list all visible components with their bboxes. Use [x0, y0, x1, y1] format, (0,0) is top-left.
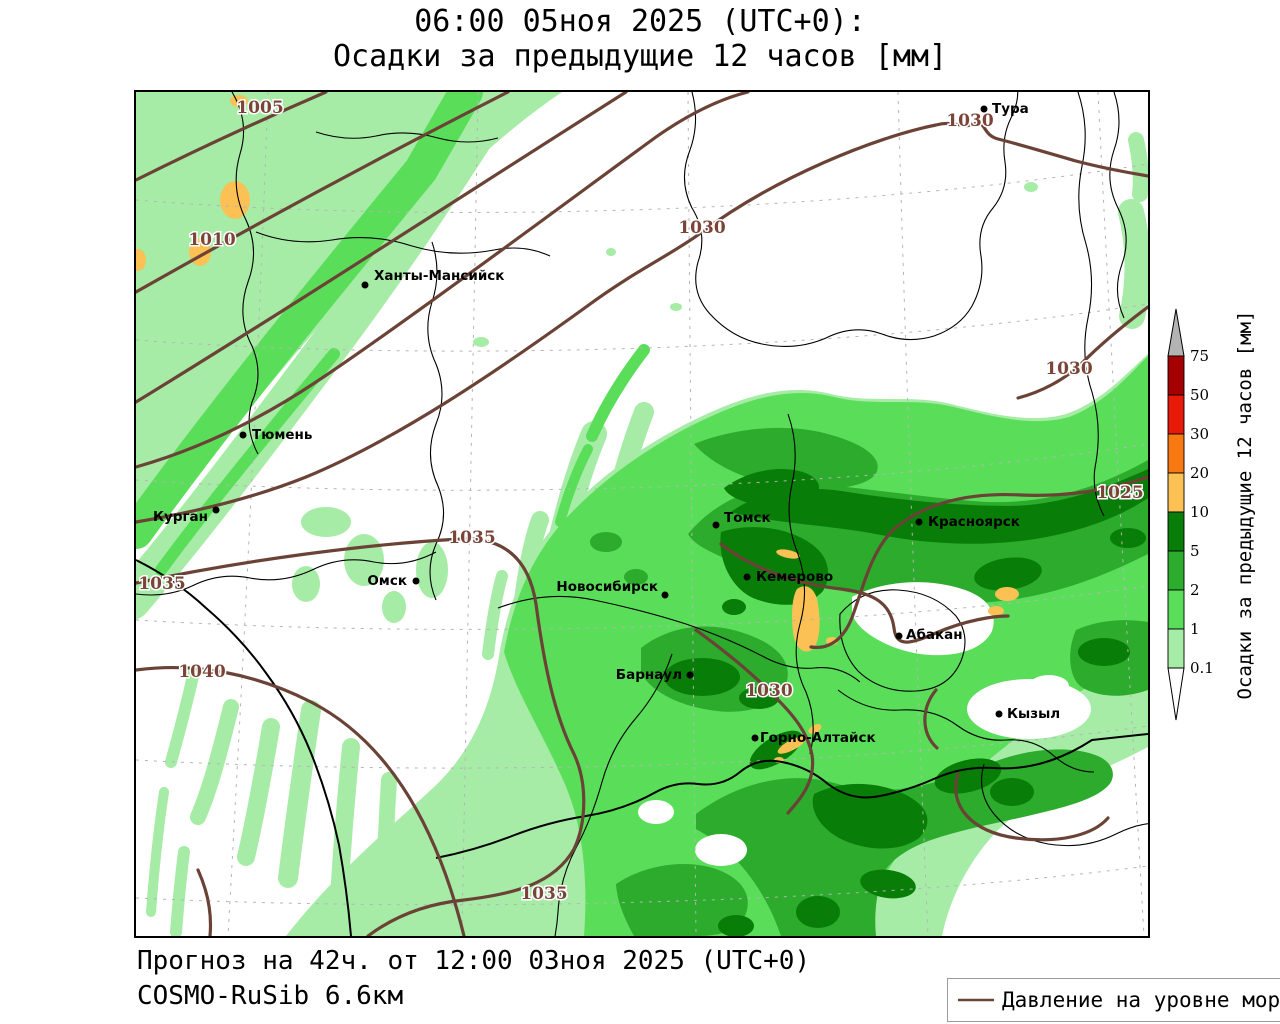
colorbar-segment	[1167, 394, 1185, 435]
city-label: Тура	[992, 101, 1029, 117]
map-canvas: 1005 1010 1030 1030 1030 1025 1035 1035 1040 1030…	[136, 92, 1148, 936]
pressure-legend-box: Давление на уровне моря	[947, 978, 1280, 1022]
city-dot	[915, 518, 923, 526]
colorbar-title: Осадки за предыдущие 12 часов [мм]	[1234, 310, 1256, 700]
colorbar-tick-label: 5	[1190, 542, 1200, 560]
colorbar-segment	[1167, 472, 1185, 513]
map-title: 06:00 05ноя 2025 (UTC+0): Осадки за пред…	[0, 4, 1280, 74]
pressure-legend-label: Давление на уровне моря	[1002, 988, 1280, 1012]
isobar-lines	[136, 92, 1148, 936]
isobar-value-label: 1040	[178, 662, 225, 682]
city-label: Абакан	[906, 627, 963, 643]
city-label: Омск	[367, 573, 407, 589]
forecast-map: 1005 1010 1030 1030 1030 1025 1035 1035 1040 1030…	[134, 90, 1150, 938]
forecast-info: Прогноз на 42ч. от 12:00 03ноя 2025 (UTC…	[137, 946, 811, 976]
colorbar-tick-label: 1	[1190, 620, 1200, 638]
colorbar-tick-label: 75	[1190, 347, 1209, 365]
city-dot	[980, 105, 988, 113]
map-title-datetime: 06:00 05ноя 2025 (UTC+0):	[414, 4, 866, 39]
city-label: Барнаул	[616, 667, 682, 683]
colorbar-tick-label: 50	[1190, 386, 1209, 404]
city-dot	[212, 506, 220, 514]
colorbar-segment	[1167, 628, 1185, 669]
colorbar-overflow-arrow	[1167, 308, 1185, 357]
colorbar-segment	[1167, 355, 1185, 396]
isobar-value-label: 1030	[946, 111, 993, 131]
city-dot	[995, 710, 1003, 718]
isobar-labels: 1005 1010 1030 1030 1030 1025 1035 1035 1040 1030…	[137, 97, 1145, 906]
city-dot	[895, 632, 903, 640]
city-dot	[751, 734, 759, 742]
map-title-variable: Осадки за предыдущие 12 часов [мм]	[332, 39, 948, 74]
isobar-value-label: 1030	[1045, 359, 1092, 379]
isobar-value-label: 1035	[138, 574, 185, 594]
colorbar-segment	[1167, 511, 1185, 552]
city-dot	[361, 281, 369, 289]
city-dot	[661, 591, 669, 599]
colorbar-tick-label: 20	[1190, 464, 1209, 482]
colorbar-segment	[1167, 589, 1185, 630]
city-dot	[712, 521, 720, 529]
isobar-value-label: 1025	[1096, 483, 1143, 503]
city-label: Курган	[153, 509, 208, 525]
pressure-line-icon	[958, 998, 994, 1002]
colorbar-segment	[1167, 433, 1185, 474]
city-dot	[743, 573, 751, 581]
city-dot	[239, 431, 247, 439]
city-label: Тюмень	[252, 427, 312, 443]
precip-dry-holes	[638, 582, 1091, 866]
precip-field-intense	[664, 468, 1148, 936]
city-label: Ханты-Мансийск	[374, 268, 504, 284]
colorbar-tick-label: 2	[1190, 581, 1200, 599]
colorbar-tick-label: 10	[1190, 503, 1209, 521]
colorbar-segment	[1167, 550, 1185, 591]
isobar-value-label: 1030	[745, 681, 792, 701]
city-label: Горно-Алтайск	[760, 730, 876, 746]
isobar-value-label: 1010	[188, 230, 235, 250]
isobar-value-label: 1035	[520, 884, 567, 904]
isobar-value-label: 1005	[236, 98, 283, 118]
isobar-value-label: 1035	[448, 528, 495, 548]
city-label: Красноярск	[928, 514, 1020, 530]
city-dot	[686, 671, 694, 679]
colorbar-tick-label: 30	[1190, 425, 1209, 443]
colorbar-tick-label: 0.1	[1190, 659, 1214, 677]
colorbar-underflow-arrow	[1167, 667, 1185, 721]
city-markers: Тура Ханты-Мансийск Тюмень Курган Омск Новоси…	[153, 101, 1060, 746]
city-dot	[412, 577, 420, 585]
precip-colorbar: 75 50 30 20 10 5 2 1 0.1	[1167, 308, 1214, 721]
city-label: Кемерово	[756, 569, 833, 585]
isobar-value-label: 1030	[678, 218, 725, 238]
city-label: Кызыл	[1007, 706, 1060, 722]
model-name: COSMO-RuSib 6.6км	[137, 981, 404, 1011]
graticule	[136, 92, 1148, 936]
city-label: Новосибирск	[556, 579, 658, 595]
city-label: Томск	[724, 510, 771, 526]
